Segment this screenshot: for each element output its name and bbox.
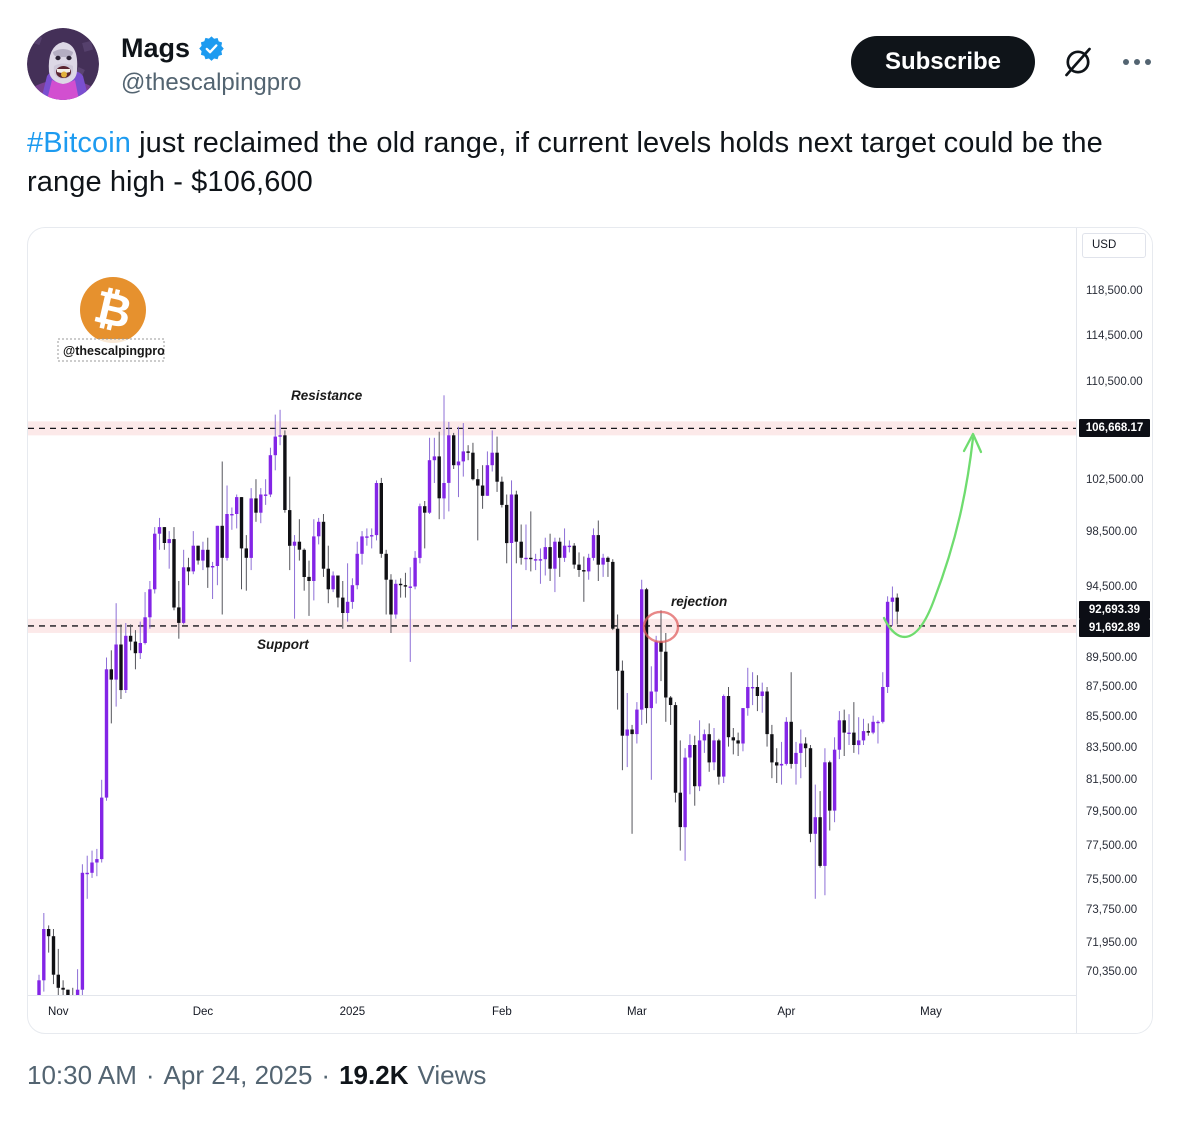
y-axis-tick: 118,500.00: [1086, 285, 1143, 297]
x-axis-tick: May: [920, 1006, 942, 1018]
candles-group: [37, 395, 899, 995]
x-axis-labels: Nov Dec 2025 Feb Mar Apr May: [28, 1000, 1076, 1030]
y-axis-tick: 71,950.00: [1086, 936, 1138, 949]
grok-icon[interactable]: [1061, 45, 1095, 79]
bitcoin-logo: ₿: [80, 277, 146, 343]
x-axis-tick: Nov: [48, 1006, 69, 1018]
y-axis-tick: 70,350.00: [1086, 965, 1138, 978]
svg-text:@thescalpingpro: @thescalpingpro: [63, 344, 165, 358]
y-axis-tick: 94,500.00: [1086, 580, 1138, 593]
y-axis-tick: 87,500.00: [1086, 681, 1138, 694]
tweet-body-text: just reclaimed the old range, if current…: [27, 127, 1103, 198]
support-band: [28, 618, 1076, 633]
projection-arrow: [882, 432, 983, 639]
chart-image[interactable]: ₿ @thescalpingpro Resistance Support rej…: [27, 227, 1153, 1034]
post-header: Mags @thescalpingpro Subscribe: [27, 0, 1153, 100]
currency-label: USD: [1082, 233, 1146, 258]
x-axis-tick: Dec: [192, 1006, 214, 1018]
y-axis-tick: 73,750.00: [1086, 904, 1138, 917]
y-axis-tick: 75,500.00: [1086, 873, 1138, 886]
hashtag-link[interactable]: #Bitcoin: [27, 127, 131, 159]
subscribe-button[interactable]: Subscribe: [850, 36, 1035, 88]
price-axis[interactable]: USD 106,668.17 92,693.39 91,692.89 118,5…: [1076, 228, 1152, 1033]
display-name[interactable]: Mags: [121, 33, 191, 63]
avatar[interactable]: [27, 28, 99, 100]
y-axis-tick: 102,500.00: [1086, 474, 1144, 487]
y-axis-tick: 81,500.00: [1086, 773, 1138, 786]
user-handle[interactable]: @thescalpingpro: [121, 69, 302, 96]
watermark: @thescalpingpro: [57, 338, 165, 362]
support-price-badge: 91,692.89: [1079, 618, 1150, 637]
y-axis-tick: 114,500.00: [1086, 329, 1143, 342]
post-time: 10:30 AM: [27, 1060, 137, 1090]
views-count: 19.2K: [339, 1060, 409, 1090]
resistance-label: Resistance: [291, 388, 363, 403]
resistance-band: [28, 421, 1076, 436]
last-price-badge: 92,693.39: [1079, 600, 1150, 619]
y-axis-tick: 83,500.00: [1086, 742, 1138, 755]
rejection-label: rejection: [671, 594, 727, 609]
x-axis-line: [28, 995, 1152, 996]
verified-badge-icon: [199, 35, 224, 61]
support-label: Support: [257, 637, 309, 652]
y-axis-tick: 89,500.00: [1086, 651, 1138, 664]
y-axis-tick: 110,500.00: [1086, 376, 1143, 389]
y-axis-tick: 79,500.00: [1086, 806, 1138, 819]
more-icon[interactable]: [1121, 53, 1153, 71]
x-axis-tick: Mar: [626, 1006, 647, 1018]
y-axis-tick: 98,500.00: [1086, 526, 1138, 539]
y-axis-tick: 85,500.00: [1086, 711, 1138, 724]
resistance-price-badge: 106,668.17: [1079, 419, 1150, 438]
post-date: Apr 24, 2025: [163, 1060, 313, 1090]
dot-separator: ·: [321, 1060, 331, 1090]
dot-separator: ·: [145, 1060, 155, 1090]
candlestick-plot: ₿ @thescalpingpro Resistance Support rej…: [28, 277, 1076, 995]
views-label: Views: [417, 1060, 487, 1090]
avatar-gorilla-illustration: [27, 28, 99, 100]
y-axis-tick: 77,500.00: [1086, 839, 1138, 852]
x-axis-tick: Feb: [491, 1006, 512, 1018]
x-axis-tick: Apr: [777, 1006, 796, 1018]
tweet-text: #Bitcoin just reclaimed the old range, i…: [27, 124, 1153, 202]
rejection-circle: [642, 610, 680, 644]
post-meta: 10:30 AM · Apr 24, 2025 · 19.2K Views: [27, 1060, 1153, 1091]
x-axis-tick: 2025: [339, 1006, 366, 1018]
